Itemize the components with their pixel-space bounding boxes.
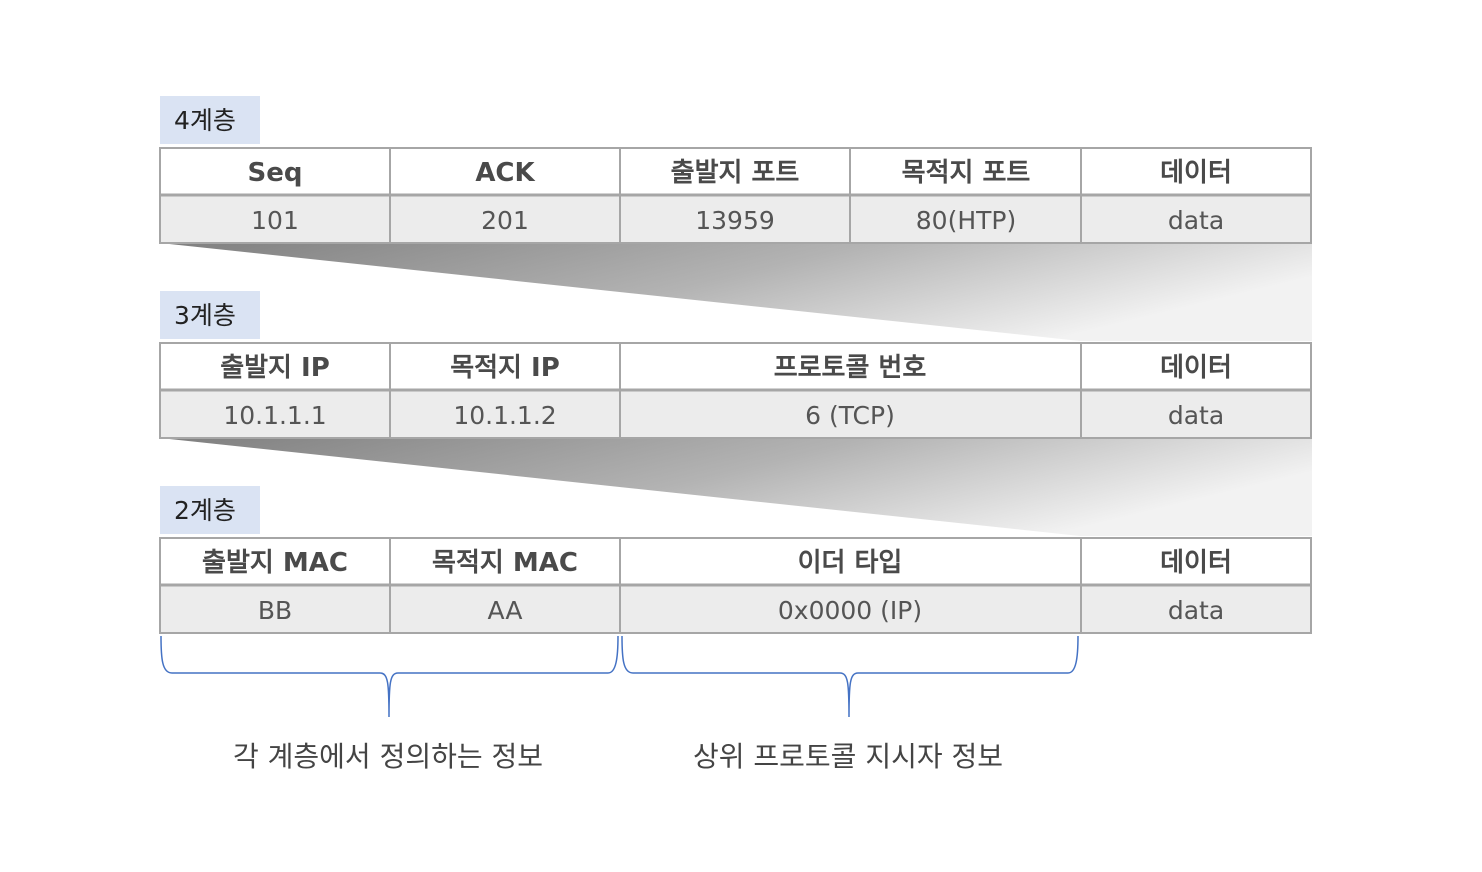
- value-cell-dst-mac: AA: [488, 596, 523, 625]
- value-cell-data: data: [1168, 596, 1224, 625]
- header-cell-src-ip: 출발지 IP: [220, 353, 330, 383]
- layer-label: 2계층: [174, 496, 236, 525]
- caption-upper-protocol-indicator: 상위 프로토콜 지시자 정보: [693, 740, 1003, 773]
- value-cell-seq: 101: [251, 206, 299, 235]
- value-cell-src-ip: 10.1.1.1: [223, 401, 326, 430]
- header-cell-ether-type: 이더 타입: [798, 548, 903, 578]
- value-row: [159, 389, 1312, 439]
- value-cell-data: data: [1168, 206, 1224, 235]
- header-cell-seq: Seq: [248, 158, 303, 188]
- header-cell-dst-mac: 목적지 MAC: [432, 548, 578, 578]
- header-cell-data: 데이터: [1160, 158, 1232, 188]
- layer-label-bg: [160, 291, 260, 339]
- header-row: [159, 147, 1312, 196]
- caption-layer-info: 각 계층에서 정의하는 정보: [233, 740, 543, 773]
- value-cell-ether-type: 0x0000 (IP): [778, 596, 922, 625]
- value-cell-dst-port: 80(HTP): [916, 206, 1016, 235]
- value-cell-ack: 201: [481, 206, 529, 235]
- value-cell-dst-ip: 10.1.1.2: [453, 401, 556, 430]
- value-cell-src-mac: BB: [258, 596, 292, 625]
- layer-label: 4계층: [174, 106, 236, 135]
- value-cell-src-port: 13959: [695, 206, 775, 235]
- value-row: [159, 584, 1312, 634]
- header-cell-dst-ip: 목적지 IP: [450, 353, 560, 383]
- header-row: [159, 342, 1312, 391]
- header-row: [159, 537, 1312, 586]
- header-cell-data: 데이터: [1160, 353, 1232, 383]
- layer-label: 3계층: [174, 301, 236, 330]
- header-cell-src-port: 출발지 포트: [671, 158, 800, 188]
- layer-label-bg: [160, 486, 260, 534]
- brace-left: [160, 635, 619, 718]
- header-cell-protocol-number: 프로토콜 번호: [774, 353, 927, 383]
- brace-right: [621, 635, 1079, 718]
- header-cell-src-mac: 출발지 MAC: [202, 548, 348, 578]
- layer-2: 2계층 출발지 MAC 목적지 MAC 이더 타입 데이터 BB AA 0x00…: [159, 486, 1312, 634]
- funnel-4-to-3: [160, 243, 1312, 341]
- layer-4: 4계층 Seq ACK 출발지 포트 목적지 포트 데이터 101 201 13…: [159, 96, 1312, 244]
- header-cell-data: 데이터: [1160, 548, 1232, 578]
- value-cell-protocol-number: 6 (TCP): [805, 401, 895, 430]
- value-cell-data: data: [1168, 401, 1224, 430]
- layer-3: 3계층 출발지 IP 목적지 IP 프로토콜 번호 데이터 10.1.1.1 1…: [159, 291, 1312, 439]
- funnel-3-to-2: [160, 438, 1312, 536]
- header-cell-dst-port: 목적지 포트: [902, 158, 1031, 188]
- layer-label-bg: [160, 96, 260, 144]
- header-cell-ack: ACK: [475, 158, 535, 188]
